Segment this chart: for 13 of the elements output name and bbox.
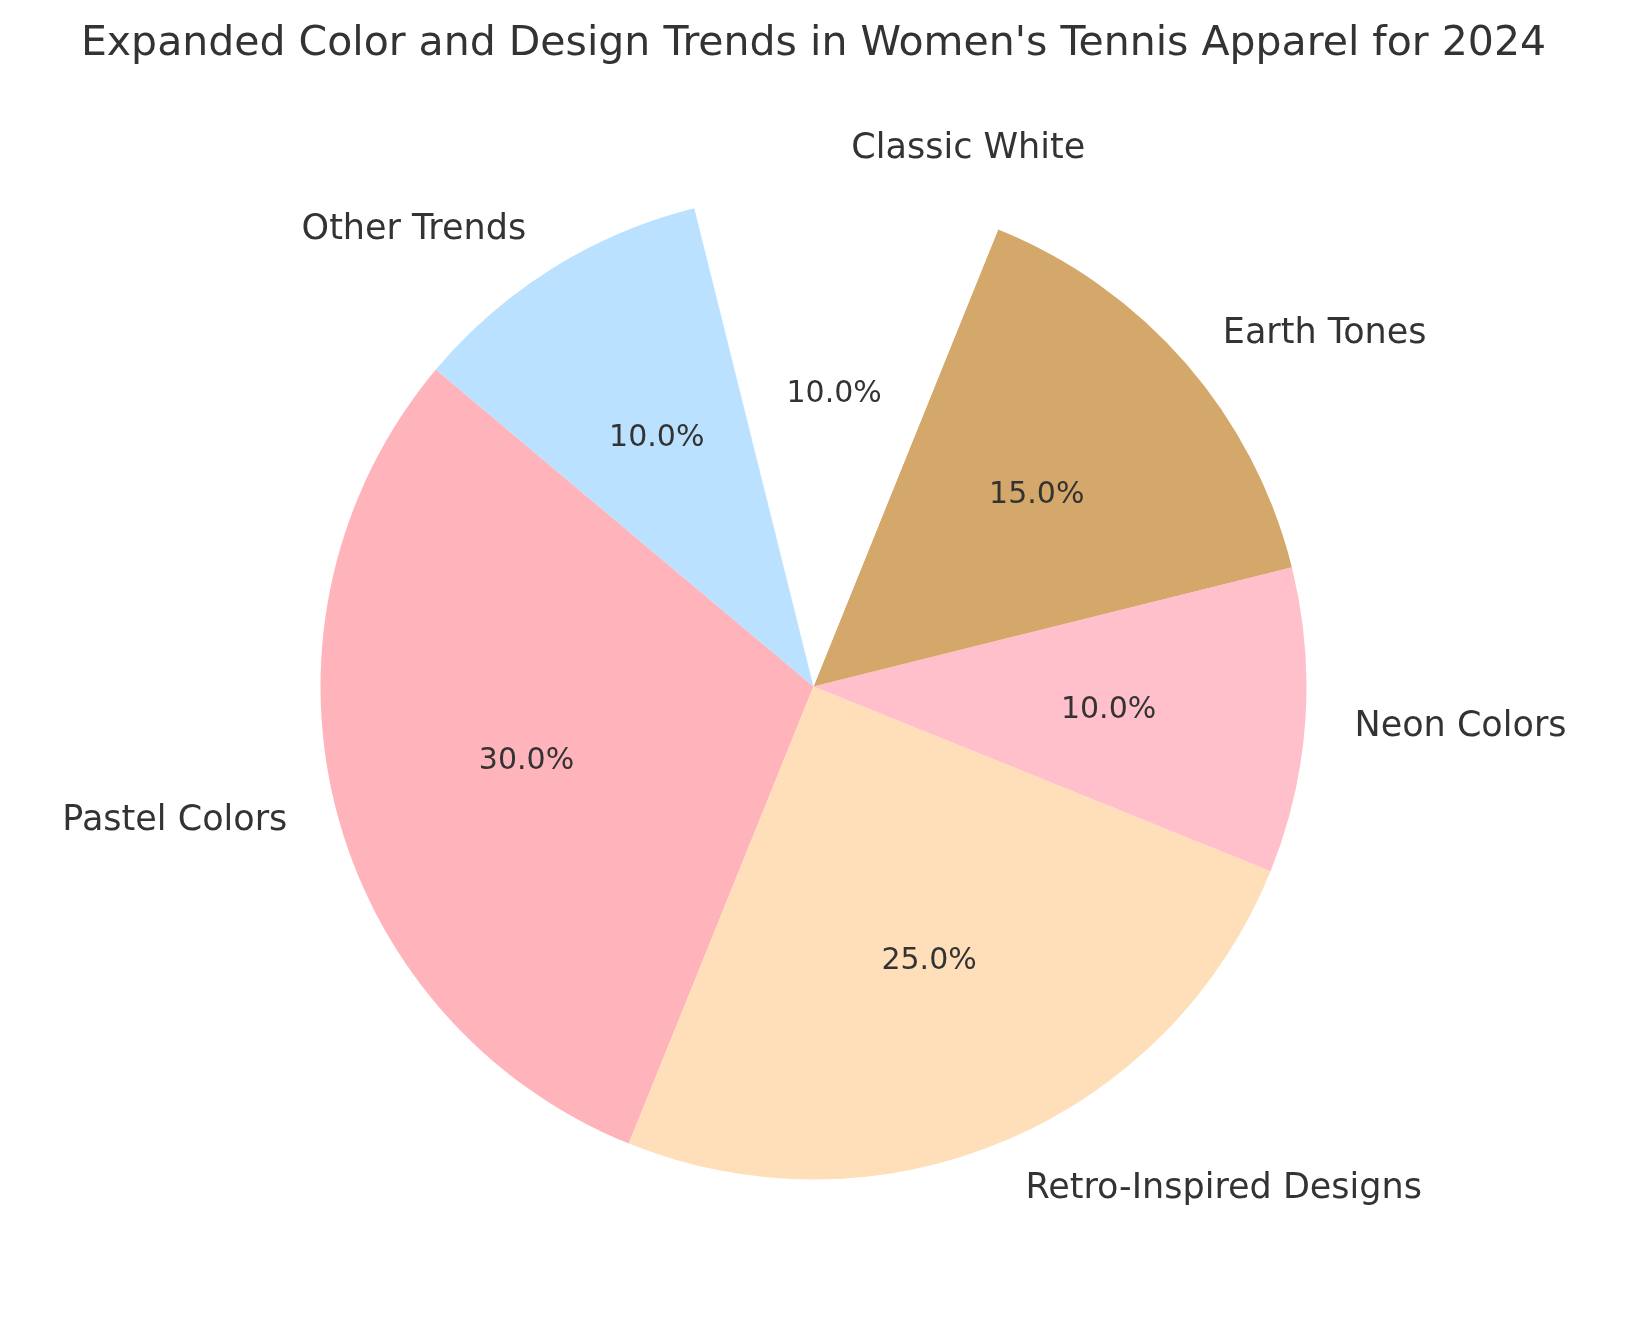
data-label: 10.0% xyxy=(609,418,705,454)
data-label: 30.0% xyxy=(478,740,575,776)
slice-label: Other Trends xyxy=(301,206,527,247)
data-label: 25.0% xyxy=(881,941,977,977)
slice-label: Classic White xyxy=(851,125,1086,166)
slice-label: Earth Tones xyxy=(1222,310,1427,351)
data-label: 10.0% xyxy=(786,373,882,409)
data-label: 15.0% xyxy=(989,474,1085,510)
slice-label: Pastel Colors xyxy=(62,797,288,838)
data-label: 10.0% xyxy=(1060,689,1157,725)
slice-label: Neon Colors xyxy=(1354,704,1567,745)
slice-label: Retro-Inspired Designs xyxy=(1025,1165,1422,1206)
chart-title: Expanded Color and Design Trends in Women's Tennis Apparel for 2024 xyxy=(80,16,1547,65)
